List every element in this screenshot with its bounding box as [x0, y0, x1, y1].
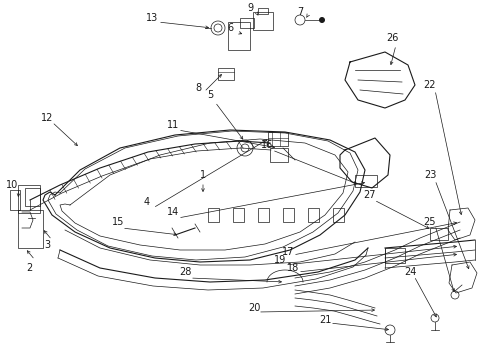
Text: 5: 5 — [206, 90, 213, 100]
Bar — [429, 228, 447, 240]
Text: 17: 17 — [281, 247, 294, 257]
Text: 24: 24 — [403, 267, 415, 277]
Bar — [258, 208, 268, 222]
Bar — [269, 148, 287, 162]
Text: 3: 3 — [44, 240, 50, 250]
Text: 26: 26 — [385, 33, 397, 43]
Text: 19: 19 — [273, 255, 285, 265]
Bar — [18, 210, 43, 248]
Text: 23: 23 — [423, 170, 435, 180]
Text: 16: 16 — [260, 140, 273, 150]
Bar — [207, 208, 219, 222]
Bar — [25, 188, 40, 206]
Bar — [240, 18, 253, 28]
Text: 27: 27 — [363, 190, 375, 200]
Text: 8: 8 — [195, 83, 201, 93]
Bar — [10, 190, 20, 210]
Bar — [18, 185, 40, 213]
Text: 2: 2 — [26, 263, 32, 273]
Text: 1: 1 — [200, 170, 205, 180]
Text: 28: 28 — [179, 267, 191, 277]
Text: 11: 11 — [166, 120, 179, 130]
Circle shape — [318, 17, 325, 23]
Text: 4: 4 — [143, 197, 150, 207]
Text: 12: 12 — [41, 113, 53, 123]
Text: 18: 18 — [286, 263, 299, 273]
Text: 6: 6 — [226, 23, 233, 33]
Text: 22: 22 — [423, 80, 435, 90]
Text: 21: 21 — [318, 315, 330, 325]
Text: 9: 9 — [246, 3, 253, 13]
Bar — [267, 132, 287, 146]
Text: 13: 13 — [145, 13, 158, 23]
Text: 10: 10 — [6, 180, 18, 190]
Bar — [307, 208, 318, 222]
Text: 7: 7 — [296, 7, 303, 17]
Text: 20: 20 — [247, 303, 260, 313]
Bar — [283, 208, 293, 222]
Bar — [227, 22, 249, 50]
Bar — [218, 68, 234, 80]
Text: 15: 15 — [112, 217, 124, 227]
Text: 14: 14 — [166, 207, 179, 217]
Bar — [232, 208, 244, 222]
Bar — [354, 175, 376, 187]
Bar — [258, 8, 267, 14]
Bar — [252, 12, 272, 30]
Bar — [332, 208, 343, 222]
Bar — [384, 248, 404, 263]
Text: 25: 25 — [423, 217, 435, 227]
